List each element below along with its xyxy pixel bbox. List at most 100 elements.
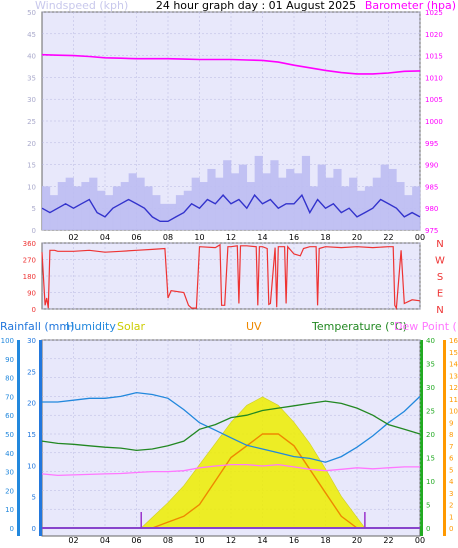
humidity-y-tick: 40 (5, 450, 14, 458)
humidity-y-tick: 80 (5, 375, 14, 383)
dir-compass-letter: N (436, 239, 443, 250)
gust-bar (396, 182, 405, 230)
gust-bar (144, 186, 153, 230)
uv-axis-bar (443, 340, 446, 536)
baro-y-tick: 980 (425, 205, 438, 213)
wind-x-tick: 16 (289, 233, 299, 242)
gust-bar (183, 190, 192, 230)
gust-bar (357, 190, 366, 230)
gust-bar (97, 190, 106, 230)
gust-bar (112, 186, 122, 230)
legend-rainfall: Rainfall (mm) (0, 320, 74, 333)
gust-bar (238, 164, 248, 230)
gust-bar (152, 195, 161, 230)
uv-y-tick: 16 (449, 337, 458, 345)
dir-compass-letter: E (437, 289, 443, 300)
wind-x-tick: 00 (415, 233, 425, 242)
dir-y-tick: 270 (23, 257, 36, 265)
gust-bar (191, 177, 200, 230)
gust-bar (215, 177, 224, 230)
baro-y-tick: 990 (425, 162, 438, 170)
gust-bar (199, 182, 208, 230)
humidity-y-tick: 20 (5, 487, 14, 495)
gust-bar (286, 168, 295, 230)
legend-humidity: Humidity (66, 320, 116, 333)
wind-y-tick: 35 (27, 74, 36, 82)
rain-x-tick: 18 (320, 536, 330, 544)
dir-y-tick: 180 (23, 273, 36, 281)
baro-y-tick: 1010 (425, 74, 443, 82)
rain-x-tick: 20 (352, 536, 362, 544)
baro-y-tick: 1015 (425, 53, 443, 61)
gust-bar (65, 177, 74, 230)
temperature-axis-bar (420, 340, 423, 536)
wind-y-tick: 20 (27, 140, 36, 148)
barometer-axis-label: Barometer (hpa) (365, 0, 456, 12)
wind-x-tick: 12 (226, 233, 236, 242)
rain-x-tick: 00 (415, 536, 425, 544)
baro-y-tick: 1025 (425, 9, 443, 17)
temp-y-tick: 25 (426, 408, 435, 416)
uv-y-tick: 4 (449, 478, 454, 486)
gust-bar (246, 182, 255, 230)
direction-line (41, 243, 421, 311)
dir-y-tick: 360 (23, 240, 36, 248)
legend-temperature: Temperature (°C) (311, 320, 407, 333)
temperature-line (41, 400, 421, 452)
baro-y-tick: 985 (425, 183, 438, 191)
gust-bar (207, 168, 216, 230)
rain-y-tick: 20 (27, 400, 36, 408)
gust-bar (412, 186, 421, 230)
gust-bar (270, 160, 279, 230)
gust-bar (73, 186, 82, 230)
dir-compass-letter: S (437, 272, 443, 283)
wind-y-tick: 40 (27, 53, 36, 61)
uv-y-tick: 13 (449, 372, 458, 380)
gust-bar (294, 173, 303, 230)
dewpoint-line (41, 463, 420, 477)
windspeed-line (41, 193, 421, 223)
humidity-y-tick: 50 (5, 431, 14, 439)
rain-x-tick: 06 (131, 536, 141, 544)
baro-y-tick: 1005 (425, 96, 443, 104)
wind-y-tick: 0 (32, 227, 36, 235)
gust-bar (325, 177, 334, 230)
graph-title: 24 hour graph day : 01 August 2025 (156, 0, 356, 12)
wind-x-tick: 18 (320, 233, 330, 242)
rain-x-tick: 12 (226, 536, 236, 544)
temp-y-tick: 0 (426, 525, 430, 533)
temp-y-tick: 30 (426, 384, 435, 392)
uv-y-tick: 15 (449, 349, 458, 357)
humidity-y-tick: 30 (5, 469, 14, 477)
gust-bar (364, 186, 374, 230)
temp-y-tick: 40 (426, 337, 435, 345)
humidity-y-tick: 90 (5, 356, 14, 364)
uv-y-tick: 8 (449, 431, 453, 439)
rain-x-tick: 22 (383, 536, 393, 544)
wind-x-tick: 10 (194, 233, 204, 242)
uv-y-tick: 12 (449, 384, 458, 392)
rain-x-tick: 10 (194, 536, 204, 544)
baro-y-tick: 995 (425, 140, 438, 148)
temp-y-tick: 15 (426, 455, 435, 463)
uv-y-tick: 0 (449, 525, 453, 533)
gust-bar (309, 186, 318, 230)
legend-uv: UV (246, 320, 262, 333)
gust-bar (254, 155, 263, 230)
rain-x-tick: 14 (257, 536, 267, 544)
legend-solar: Solar (117, 320, 146, 333)
uv-y-tick: 11 (449, 396, 458, 404)
baro-y-tick: 975 (425, 227, 438, 235)
humidity-line (42, 391, 421, 463)
solar-area (140, 396, 366, 529)
rain-x-tick: 02 (68, 536, 78, 544)
baro-y-tick: 1000 (425, 118, 443, 126)
gust-bar (136, 177, 145, 230)
humidity-y-tick: 70 (5, 393, 14, 401)
rain-y-tick: 25 (27, 368, 36, 376)
rain-x-tick: 04 (100, 536, 110, 544)
rain-x-tick: 08 (163, 536, 173, 544)
uv-y-tick: 9 (449, 419, 453, 427)
humidity-axis-bar (17, 340, 20, 536)
